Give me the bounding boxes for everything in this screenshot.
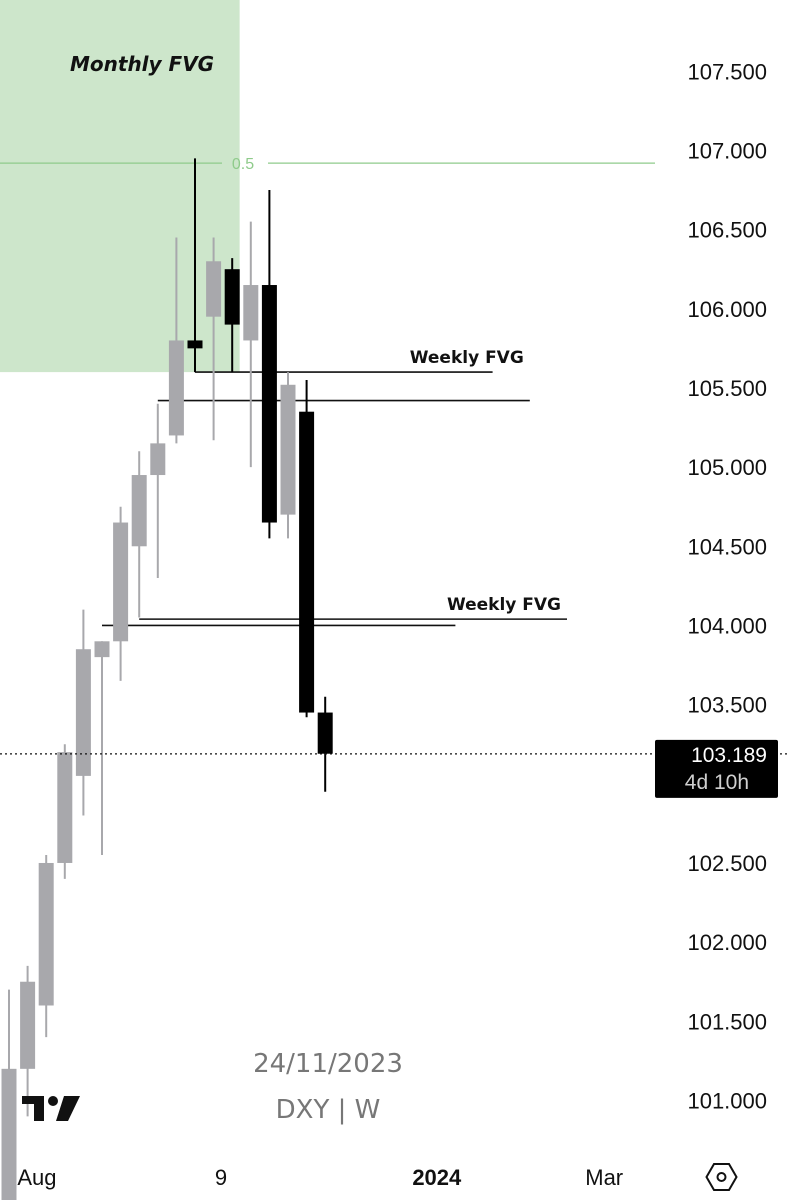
candle[interactable]	[150, 403, 166, 578]
candle-body[interactable]	[243, 285, 259, 341]
zones-layer: Monthly FVG	[0, 0, 240, 373]
candle-body[interactable]	[113, 522, 129, 642]
watermark-symbol: DXY | W	[276, 1095, 381, 1125]
price-tick-label: 107.000	[687, 138, 767, 163]
fvg-zone	[0, 0, 240, 373]
current-price-label: 103.189	[691, 744, 767, 767]
candle-body[interactable]	[168, 340, 184, 436]
candle[interactable]	[187, 158, 203, 373]
candle[interactable]	[280, 372, 296, 539]
candle-body[interactable]	[38, 862, 54, 1006]
candle[interactable]	[206, 237, 222, 441]
price-tick-label: 105.500	[687, 376, 767, 401]
price-tick-label: 106.000	[687, 297, 767, 322]
fib-level-label: 0.5	[232, 156, 254, 173]
candles-layer[interactable]	[0, 158, 788, 1200]
candle[interactable]	[113, 506, 129, 681]
candle-body[interactable]	[150, 443, 166, 476]
price-tick-label: 103.500	[687, 693, 767, 718]
candle[interactable]	[168, 237, 184, 444]
time-tick-label: Mar	[585, 1165, 623, 1190]
price-tick-label: 105.000	[687, 455, 767, 480]
candle-body[interactable]	[187, 340, 203, 349]
candle-body[interactable]	[131, 475, 147, 547]
zone-label: Monthly FVG	[70, 52, 214, 76]
weekly-fvg-label: Weekly FVG	[447, 595, 561, 615]
candle-body[interactable]	[261, 285, 277, 523]
weekly-fvg-label: Weekly FVG	[410, 348, 524, 368]
candle[interactable]	[57, 744, 73, 879]
time-tick-label: 9	[215, 1165, 227, 1190]
time-tick-label: Aug	[17, 1165, 56, 1190]
candle[interactable]	[261, 190, 277, 539]
price-tick-label: 101.500	[687, 1009, 767, 1034]
candle[interactable]	[299, 380, 315, 718]
price-axis[interactable]: 107.500 107.000 106.500 106.000 105.500 105.0…	[655, 59, 778, 1113]
candle-body[interactable]	[206, 261, 222, 317]
candle-body[interactable]	[280, 384, 296, 515]
candle-body[interactable]	[94, 641, 110, 658]
price-tick-label: 104.000	[687, 613, 767, 638]
price-tick-label: 106.500	[687, 218, 767, 243]
time-axis[interactable]: Aug 9 2024 Mar	[17, 1165, 623, 1190]
countdown-label: 4d 10h	[685, 771, 749, 794]
candle[interactable]	[94, 641, 110, 856]
price-tick-label: 102.500	[687, 851, 767, 876]
price-tick-label: 104.500	[687, 534, 767, 559]
price-tick-label: 101.000	[687, 1088, 767, 1113]
candle[interactable]	[75, 609, 91, 816]
candle-body[interactable]	[57, 752, 73, 863]
candle[interactable]	[317, 696, 333, 792]
candle[interactable]	[20, 965, 36, 1117]
candle[interactable]	[243, 221, 259, 468]
candle-body[interactable]	[317, 712, 333, 754]
price-tick-label: 102.000	[687, 930, 767, 955]
watermark-date: 24/11/2023	[253, 1049, 403, 1079]
price-tick-label: 107.500	[687, 59, 767, 84]
settings-hexagon-icon[interactable]	[705, 1163, 738, 1191]
candle-body[interactable]	[20, 981, 36, 1069]
current-price-box[interactable]	[655, 739, 778, 798]
candle[interactable]	[38, 855, 54, 1038]
levels-layer: 0.5	[0, 156, 655, 173]
candle-body[interactable]	[224, 269, 240, 325]
candle[interactable]	[224, 258, 240, 373]
candle-body[interactable]	[75, 649, 91, 776]
candle[interactable]	[1, 989, 17, 1200]
annotation-layer: Weekly FVG Weekly FVG	[102, 348, 567, 627]
candle[interactable]	[131, 451, 147, 618]
tradingview-logo-icon[interactable]	[22, 1096, 80, 1121]
time-tick-label: 2024	[412, 1165, 462, 1190]
candle-body[interactable]	[299, 411, 315, 713]
candle-body[interactable]	[1, 1068, 17, 1200]
